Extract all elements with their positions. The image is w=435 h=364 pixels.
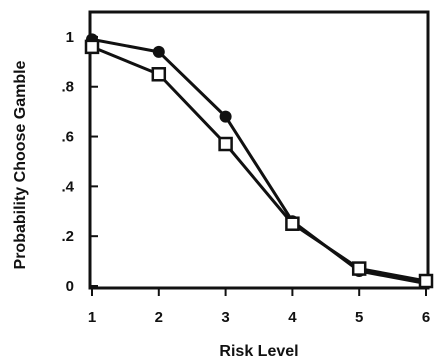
x-axis-ticks: 1 2 3 4 5 6 <box>88 288 430 326</box>
series-2-point <box>151 67 167 82</box>
x-tick-label: 3 <box>221 309 229 326</box>
x-axis-title: Risk Level <box>219 343 298 360</box>
y-axis-ticks: 0 .2 .4 .6 .8 1 <box>61 29 98 295</box>
series-layer <box>84 33 434 290</box>
y-tick-label: .4 <box>61 178 74 195</box>
y-tick-label: 1 <box>66 29 74 46</box>
y-tick-label: .2 <box>61 228 74 245</box>
x-tick-label: 4 <box>288 309 297 326</box>
series-2-point <box>285 216 300 231</box>
x-tick-label: 5 <box>355 309 363 326</box>
x-tick-label: 1 <box>88 309 96 326</box>
series-2-point <box>84 39 100 55</box>
series-1-point <box>152 45 165 58</box>
series-1-point <box>219 110 232 123</box>
series-2-point <box>218 136 233 152</box>
series-2-point <box>418 273 434 289</box>
series-2-line <box>91 45 427 283</box>
plot-frame <box>88 10 430 290</box>
x-tick-label: 2 <box>155 309 163 326</box>
series-1-line <box>91 37 427 285</box>
y-tick-label: .8 <box>61 79 74 96</box>
y-tick-label: 0 <box>66 278 74 295</box>
series-2-point <box>351 261 367 276</box>
x-tick-label: 6 <box>422 309 430 326</box>
y-axis-title: Probability Choose Gamble <box>12 60 29 269</box>
y-tick-label: .6 <box>61 129 74 146</box>
